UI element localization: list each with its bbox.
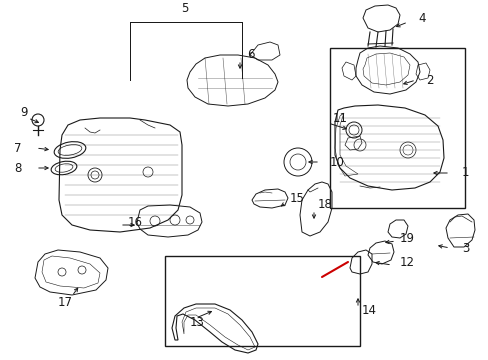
Text: 10: 10 <box>329 156 344 168</box>
Text: 19: 19 <box>399 231 414 244</box>
Text: 2: 2 <box>425 73 433 86</box>
Text: 15: 15 <box>289 192 304 204</box>
Text: 7: 7 <box>14 141 21 154</box>
Text: 11: 11 <box>332 112 347 125</box>
Text: 13: 13 <box>190 315 204 328</box>
Text: 9: 9 <box>20 105 27 118</box>
Text: 6: 6 <box>246 49 254 62</box>
Text: 1: 1 <box>461 166 468 180</box>
Text: 5: 5 <box>181 1 188 14</box>
Text: 4: 4 <box>417 12 425 24</box>
Text: 3: 3 <box>461 242 468 255</box>
Text: 14: 14 <box>361 303 376 316</box>
Text: 18: 18 <box>317 198 332 211</box>
Text: 17: 17 <box>58 296 72 309</box>
Bar <box>164 256 359 346</box>
Text: 16: 16 <box>128 216 142 229</box>
Text: 8: 8 <box>14 162 21 175</box>
Text: 12: 12 <box>399 256 414 269</box>
Bar <box>329 48 464 208</box>
